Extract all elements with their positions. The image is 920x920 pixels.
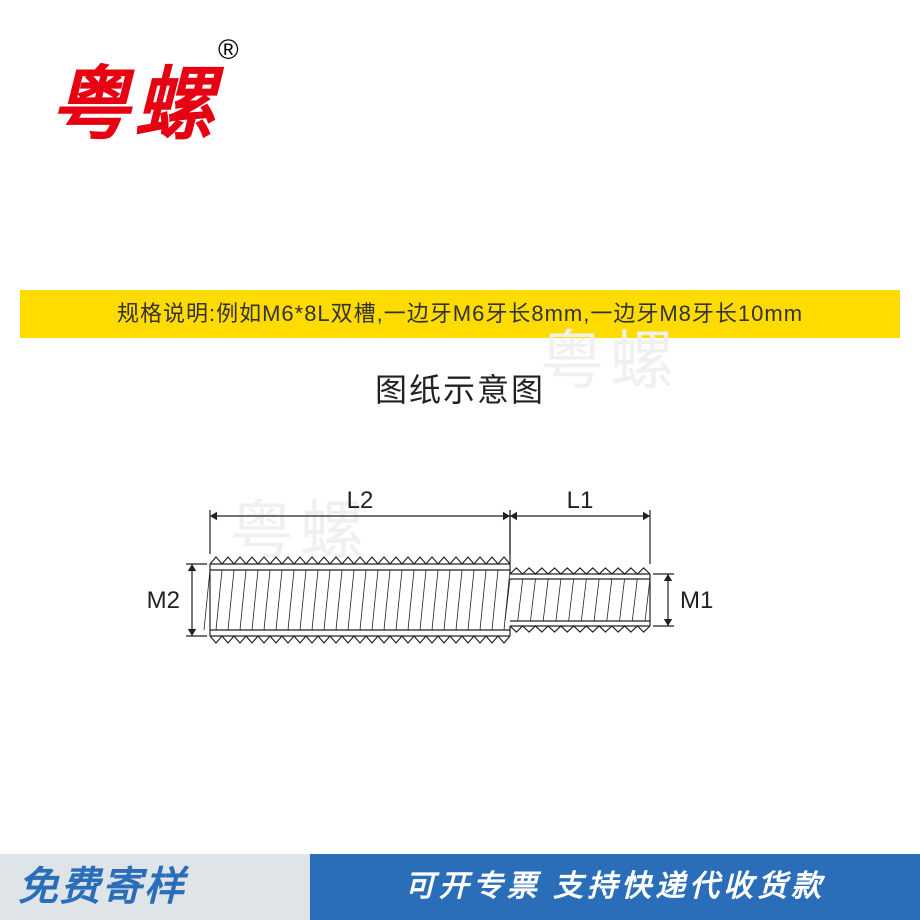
registered-icon: ®	[218, 34, 239, 65]
diagram-title: 图纸示意图	[0, 365, 920, 411]
screw-diagram: L2 L1 M2 M1	[120, 460, 800, 700]
brand-logo: 粤螺®	[50, 40, 239, 156]
svg-text:M1: M1	[680, 587, 713, 614]
svg-text:L1: L1	[567, 487, 594, 514]
footer-right: 可开专票 支持快递代收货款	[310, 854, 920, 920]
brand-name: 粤螺	[50, 40, 218, 156]
svg-text:M2: M2	[147, 587, 180, 614]
spec-banner: 规格说明:例如M6*8L双槽,一边牙M6牙长8mm,一边牙M8牙长10mm	[20, 290, 900, 338]
footer-left: 免费寄样	[0, 854, 310, 920]
svg-text:L2: L2	[347, 487, 374, 514]
